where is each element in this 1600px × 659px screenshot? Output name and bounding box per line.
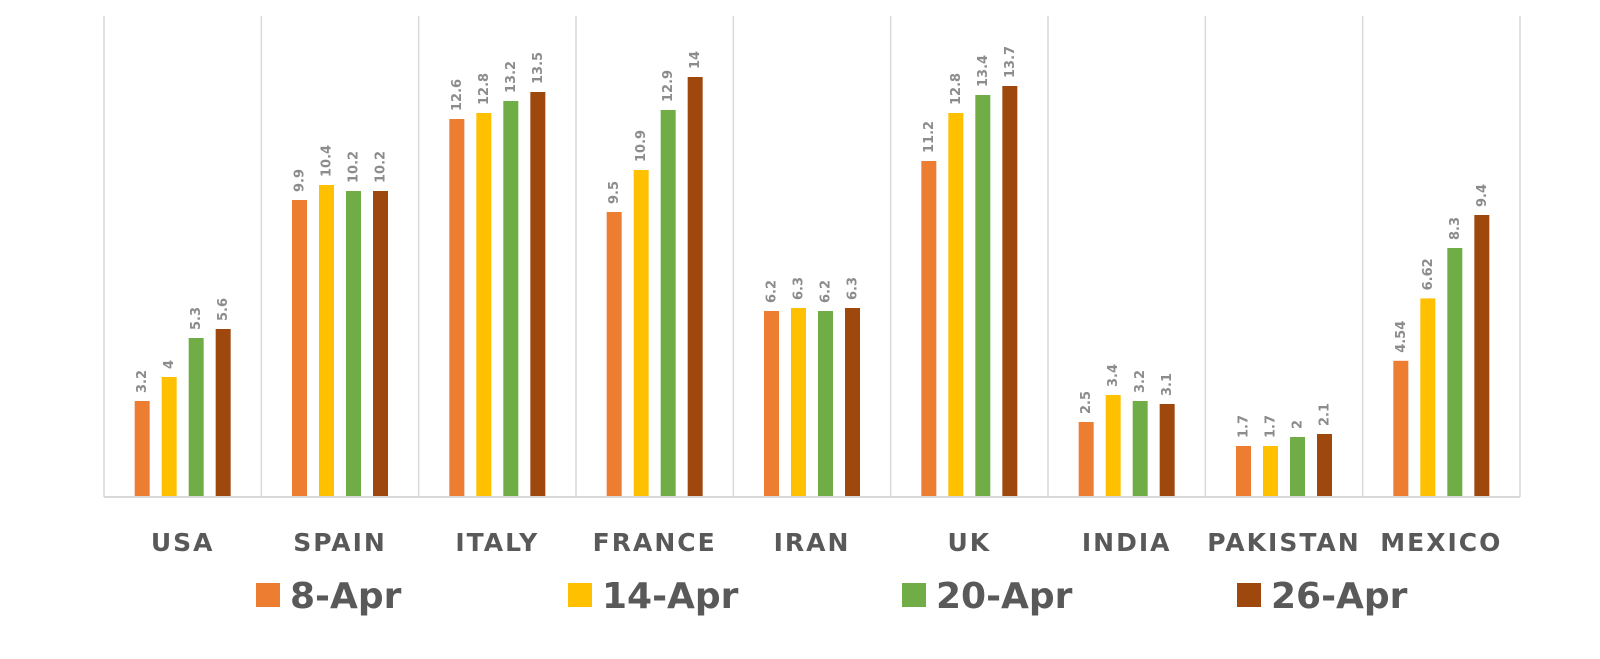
bar-uk-20-apr <box>975 95 991 497</box>
data-label-india-8-apr: 2.5 <box>1079 391 1094 414</box>
category-label-spain: SPAIN <box>293 528 387 557</box>
bar-iran-14-apr <box>791 308 806 497</box>
bar-pakistan-8-apr <box>1236 446 1251 497</box>
data-label-italy-8-apr: 12.6 <box>450 79 465 111</box>
category-label-usa: USA <box>151 528 215 557</box>
data-label-france-14-apr: 10.9 <box>634 130 649 162</box>
legend-swatch-14-apr <box>568 583 592 607</box>
data-label-italy-20-apr: 13.2 <box>504 61 519 93</box>
bar-mexico-14-apr <box>1420 298 1436 497</box>
bar-usa-14-apr <box>161 377 177 497</box>
data-label-mexico-20-apr: 8.3 <box>1448 217 1463 240</box>
data-label-france-8-apr: 9.5 <box>607 181 622 204</box>
data-labels: 3.2 4 5.3 5.6 9.9 10.4 10.2 10.2 12.6 12.8 13.2 13.… <box>135 46 1490 438</box>
data-label-mexico-8-apr: 4.54 <box>1394 321 1409 353</box>
bar-italy-14-apr <box>476 113 492 497</box>
category-label-italy: ITALY <box>455 528 539 557</box>
data-label-usa-26-apr: 5.6 <box>216 298 231 321</box>
data-label-uk-14-apr: 12.8 <box>949 73 964 105</box>
data-label-iran-8-apr: 6.2 <box>765 280 780 303</box>
data-label-mexico-26-apr: 9.4 <box>1475 184 1490 207</box>
bar-uk-14-apr <box>948 113 964 497</box>
data-label-pakistan-14-apr: 1.7 <box>1264 415 1279 438</box>
legend-swatch-8-apr <box>256 583 280 607</box>
category-dividers <box>103 16 1521 497</box>
data-label-spain-20-apr: 10.2 <box>347 151 362 183</box>
bars <box>134 77 1490 497</box>
data-label-usa-20-apr: 5.3 <box>189 307 204 330</box>
bar-usa-8-apr <box>134 401 150 497</box>
bar-spain-14-apr <box>319 185 334 497</box>
bar-mexico-8-apr <box>1393 360 1409 497</box>
data-label-india-26-apr: 3.1 <box>1160 373 1175 396</box>
data-label-italy-26-apr: 13.5 <box>531 52 546 84</box>
data-label-pakistan-26-apr: 2.1 <box>1318 403 1333 426</box>
bar-india-14-apr <box>1105 395 1121 497</box>
data-label-mexico-14-apr: 6.62 <box>1421 258 1436 290</box>
data-label-india-14-apr: 3.4 <box>1106 364 1121 387</box>
category-label-mexico: MEXICO <box>1380 528 1502 557</box>
category-label-france: FRANCE <box>593 528 717 557</box>
data-label-uk-20-apr: 13.4 <box>976 55 991 87</box>
legend-swatch-26-apr <box>1237 583 1261 607</box>
data-label-iran-26-apr: 6.3 <box>846 277 861 300</box>
bar-france-20-apr <box>660 110 676 497</box>
legend-label-26-apr: 26-Apr <box>1271 576 1408 617</box>
legend-label-20-apr: 20-Apr <box>936 576 1073 617</box>
data-label-pakistan-8-apr: 1.7 <box>1237 415 1252 438</box>
legend-label-8-apr: 8-Apr <box>290 576 402 617</box>
bar-mexico-20-apr <box>1447 248 1463 497</box>
category-label-pakistan: PAKISTAN <box>1207 528 1360 557</box>
data-label-usa-8-apr: 3.2 <box>135 370 150 393</box>
bar-pakistan-14-apr <box>1263 446 1278 497</box>
bar-india-26-apr <box>1159 404 1175 497</box>
legend-swatch-20-apr <box>902 583 926 607</box>
bar-spain-20-apr <box>346 191 361 497</box>
category-label-india: INDIA <box>1082 528 1172 557</box>
bar-mexico-26-apr <box>1474 215 1490 497</box>
bar-usa-26-apr <box>215 329 231 497</box>
bar-iran-8-apr <box>764 311 779 497</box>
legend: 8-Apr 14-Apr 20-Apr 26-Apr <box>256 576 1408 617</box>
bar-italy-26-apr <box>530 92 546 497</box>
bar-usa-20-apr <box>188 338 204 497</box>
data-label-usa-14-apr: 4 <box>162 360 177 369</box>
data-label-italy-14-apr: 12.8 <box>477 73 492 105</box>
bar-spain-26-apr <box>373 191 388 497</box>
legend-label-14-apr: 14-Apr <box>602 576 739 617</box>
bar-india-20-apr <box>1132 401 1148 497</box>
bar-iran-20-apr <box>818 311 833 497</box>
data-label-iran-14-apr: 6.3 <box>792 277 807 300</box>
data-label-iran-20-apr: 6.2 <box>819 280 834 303</box>
bar-uk-8-apr <box>921 161 937 497</box>
data-label-france-26-apr: 14 <box>688 51 703 69</box>
bar-france-14-apr <box>633 170 649 497</box>
category-labels: USA SPAIN ITALY FRANCE IRAN UK INDIA PAKISTAN ME… <box>151 528 1502 557</box>
data-label-india-20-apr: 3.2 <box>1133 370 1148 393</box>
data-label-spain-26-apr: 10.2 <box>374 151 389 183</box>
bar-italy-8-apr <box>449 119 465 497</box>
bar-iran-26-apr <box>845 308 860 497</box>
bar-spain-8-apr <box>292 200 307 497</box>
data-label-uk-8-apr: 11.2 <box>922 121 937 153</box>
bar-france-8-apr <box>606 212 622 497</box>
bar-italy-20-apr <box>503 101 519 497</box>
bar-pakistan-20-apr <box>1290 437 1305 497</box>
data-label-france-20-apr: 12.9 <box>661 70 676 102</box>
category-label-uk: UK <box>947 528 991 557</box>
data-label-spain-14-apr: 10.4 <box>320 145 335 177</box>
data-label-pakistan-20-apr: 2 <box>1291 420 1306 429</box>
bar-france-26-apr <box>687 77 703 497</box>
data-label-spain-8-apr: 9.9 <box>293 169 308 192</box>
bar-india-8-apr <box>1078 422 1094 497</box>
category-label-iran: IRAN <box>774 528 851 557</box>
bar-pakistan-26-apr <box>1317 434 1332 497</box>
bar-uk-26-apr <box>1002 86 1018 497</box>
data-label-uk-26-apr: 13.7 <box>1003 46 1018 78</box>
